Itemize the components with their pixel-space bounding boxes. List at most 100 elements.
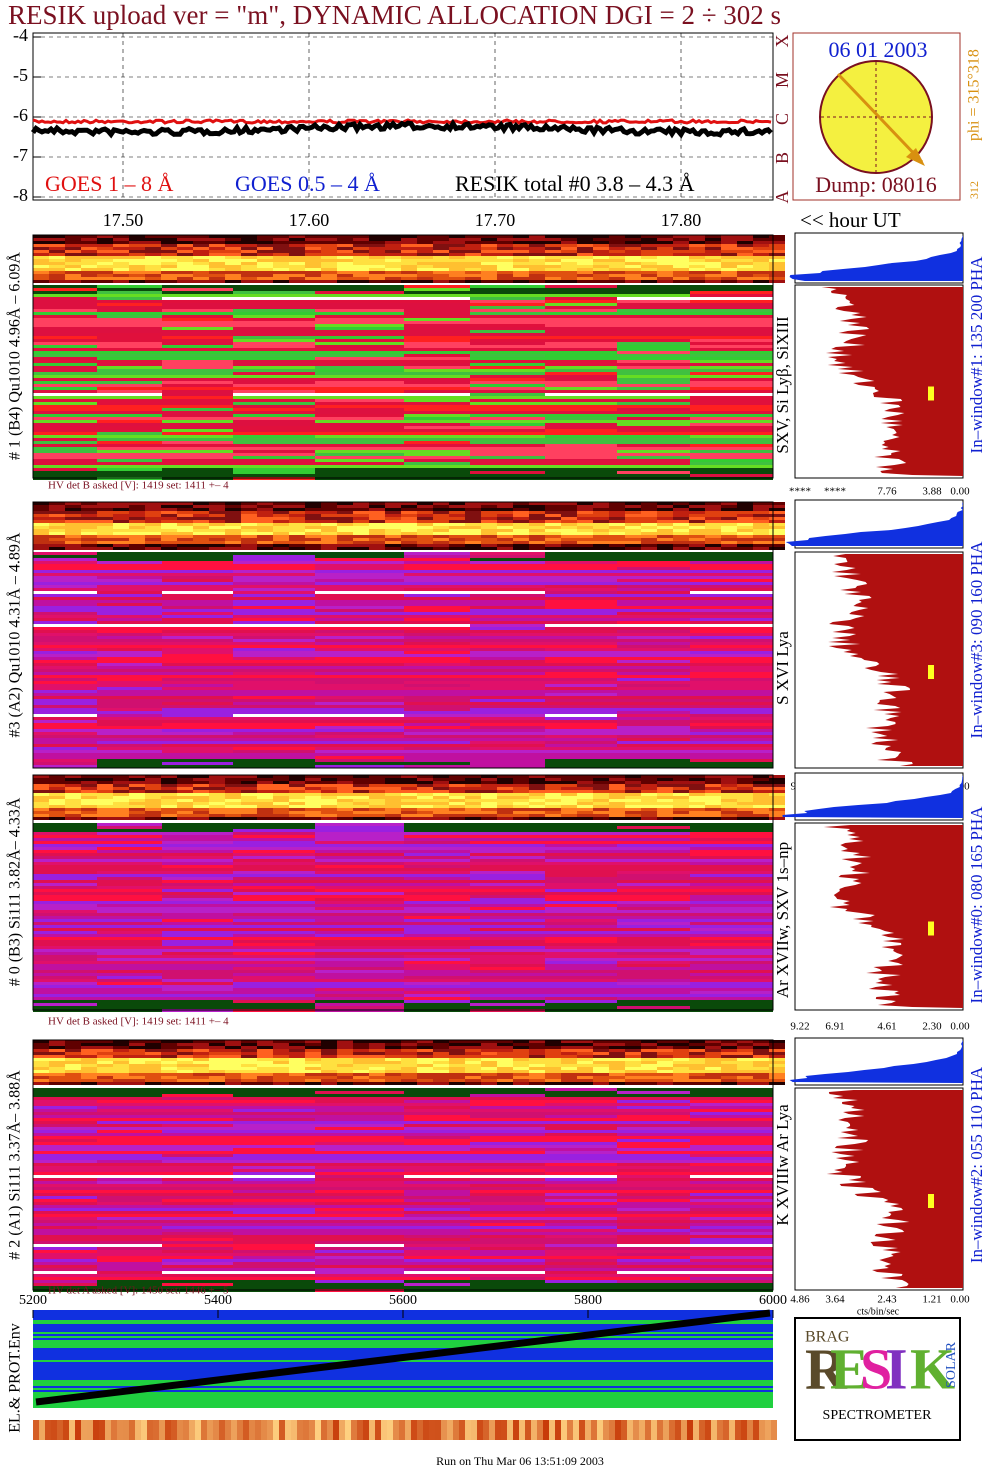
spectrum-cell <box>257 1073 273 1076</box>
spectrum-cell <box>449 502 465 505</box>
spectrum-row <box>545 729 617 732</box>
spectrum-cell <box>737 1049 753 1052</box>
spectrum-cell <box>257 1061 273 1064</box>
spectrum-cell <box>721 526 737 529</box>
spectrum-cell <box>129 1052 145 1055</box>
spectrum-cell <box>577 271 593 274</box>
spectrum-cell <box>705 1070 721 1073</box>
spectrum-row <box>404 823 470 826</box>
spectrum-row <box>470 288 545 291</box>
spectrum-cell <box>721 259 737 262</box>
detector-label: # 0 (B3) Si111 3.82Å– 4.33Å <box>6 797 24 986</box>
spectrum-row <box>690 396 773 399</box>
spectrum-row <box>690 976 773 979</box>
spectrum-cell <box>273 1055 289 1058</box>
spectrum-cell <box>369 1064 385 1067</box>
spectrum-row <box>97 943 162 946</box>
spectrum-cell <box>273 784 289 787</box>
spectrum-row <box>233 654 315 657</box>
spectrum-cell <box>273 1070 289 1073</box>
spectrum-row <box>233 615 315 618</box>
spectrum-row <box>545 459 617 462</box>
spectrum-row <box>97 991 162 994</box>
spectrum-row <box>470 600 545 603</box>
spectrum-row <box>33 471 97 474</box>
spectrum-cell <box>289 1070 305 1073</box>
spectrum-cell <box>465 256 481 259</box>
spectrum-cell <box>545 274 561 277</box>
spectrum-cell <box>193 274 209 277</box>
spectrum-cell <box>145 1049 161 1052</box>
spectrum-cell <box>545 247 561 250</box>
spectrum-row <box>617 645 690 648</box>
spectrum-row <box>97 952 162 955</box>
spectrum-cell <box>257 544 273 547</box>
spectrum-row <box>545 672 617 675</box>
spectrum-cell <box>481 808 497 811</box>
spectrum-row <box>162 952 233 955</box>
spectrum-cell <box>721 238 737 241</box>
spectrum-cell <box>721 235 737 238</box>
spectrum-cell <box>513 253 529 256</box>
spectrum-cell <box>225 259 241 262</box>
spectrum-row <box>470 324 545 327</box>
spectrum-cell <box>49 796 65 799</box>
spectrum-row <box>233 468 315 471</box>
spectrum-cell <box>145 241 161 244</box>
spectrum-cell <box>689 787 705 790</box>
spectrum-cell <box>513 1046 529 1049</box>
spectrum-row <box>33 651 97 654</box>
spectrum-row <box>690 651 773 654</box>
spectrum-row <box>470 597 545 600</box>
spectrum-row <box>617 333 690 336</box>
spectrum-cell <box>593 547 609 550</box>
spectrum-cell <box>417 1046 433 1049</box>
spectrum-cell <box>337 1073 353 1076</box>
spectrum-cell <box>177 1055 193 1058</box>
spectrum-cell <box>385 796 401 799</box>
spectrum-cell <box>657 1064 673 1067</box>
spectrum-cell <box>113 529 129 532</box>
spectrum-cell <box>129 523 145 526</box>
spectrum-row <box>33 420 97 423</box>
spectrum-cell <box>529 244 545 247</box>
spectrum-cell <box>129 262 145 265</box>
spectrum-row <box>690 835 773 838</box>
spectrum-cell <box>273 1067 289 1070</box>
spectrum-cell <box>641 781 657 784</box>
spectrum-cell <box>321 529 337 532</box>
spectrum-cell <box>161 781 177 784</box>
spectrum-cell <box>545 259 561 262</box>
spectrum-row <box>690 838 773 841</box>
spectrum-cell <box>385 799 401 802</box>
spectrum-cell <box>609 1043 625 1046</box>
spectrum-cell <box>513 274 529 277</box>
spectrum-row <box>162 561 233 564</box>
spectrum-cell <box>321 1073 337 1076</box>
spectrum-cell <box>753 799 769 802</box>
spectrum-cell <box>737 1064 753 1067</box>
spectrum-cell <box>465 538 481 541</box>
spectrum-cell <box>401 547 417 550</box>
spectrum-cell <box>497 271 513 274</box>
spectrum-row <box>315 339 404 342</box>
spectrum-row <box>97 627 162 630</box>
spectrum-row <box>162 886 233 889</box>
spectrum-row <box>162 744 233 747</box>
spectrum-cell <box>721 520 737 523</box>
spectrum-row <box>315 985 404 988</box>
spectrum-cell <box>241 511 257 514</box>
hist-tick-label: 3.88 <box>922 486 942 498</box>
spectrum-row <box>545 829 617 832</box>
spectrum-row <box>545 669 617 672</box>
spectrum-row <box>315 663 404 666</box>
spectrum-cell <box>593 1079 609 1082</box>
spectrum-cell <box>481 511 497 514</box>
spectrum-row <box>545 450 617 453</box>
spectrum-row <box>33 354 97 357</box>
spectrum-cell <box>529 238 545 241</box>
env-label: EL.& PROT.Env <box>7 1323 24 1432</box>
spectrum-cell <box>673 1040 689 1043</box>
spectrum-row <box>315 576 404 579</box>
spectrum-row <box>470 657 545 660</box>
